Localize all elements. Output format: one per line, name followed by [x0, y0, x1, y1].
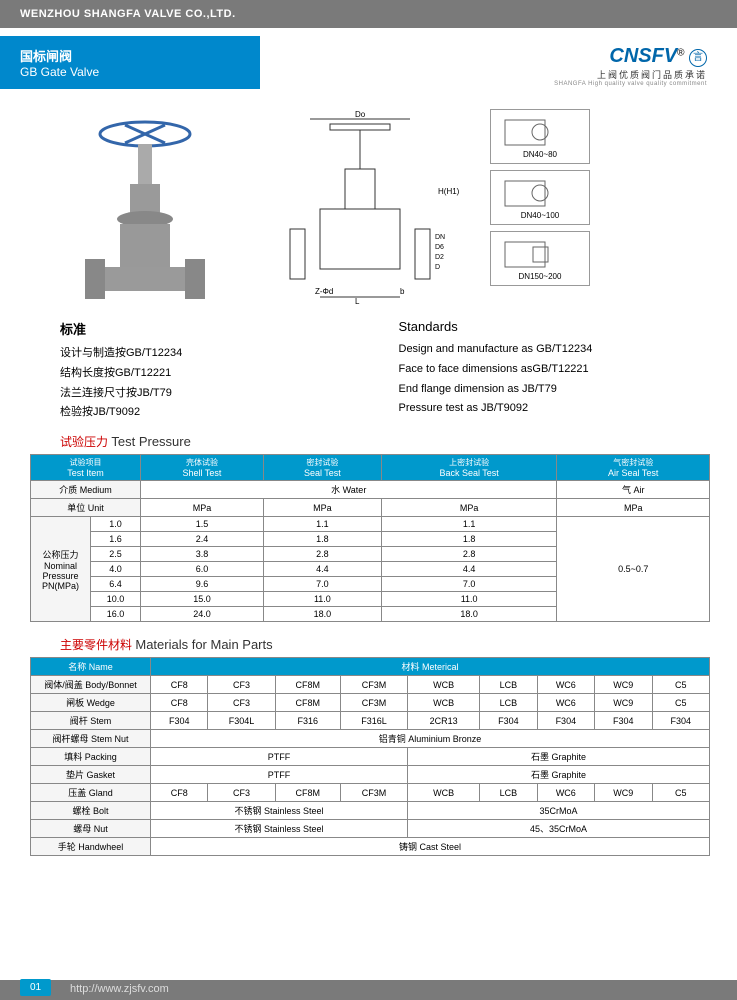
- standards-cn: 标准 设计与制造按GB/T12234 结构长度按GB/T12221 法兰连接尺寸…: [60, 319, 339, 423]
- svg-text:D: D: [435, 264, 440, 271]
- svg-text:Do: Do: [355, 110, 366, 119]
- std-en-line: Face to face dimensions asGB/T12221: [399, 360, 678, 380]
- logo-tagline-en: SHANGFA High quality valve quality commi…: [554, 81, 707, 87]
- test-pressure-title: 试验压力 Test Pressure: [60, 433, 677, 450]
- detail-drawing-2: DN40~100: [490, 170, 590, 225]
- product-photo: [60, 109, 230, 309]
- logo-reg: ®: [677, 48, 684, 59]
- svg-text:b: b: [400, 287, 405, 296]
- svg-text:DN: DN: [435, 234, 445, 241]
- std-en-line: Pressure test as JB/T9092: [399, 399, 678, 419]
- logo-area: CNSFV® 言 上阀优质阀门品质承诺 SHANGFA High quality…: [554, 45, 707, 87]
- company-name: WENZHOU SHANGFA VALVE CO.,LTD.: [20, 8, 236, 20]
- detail-drawings: DN40~80 DN40~100 DN150~200: [490, 109, 590, 292]
- page-number: 01: [20, 979, 51, 996]
- standards-en: Standards Design and manufacture as GB/T…: [399, 319, 678, 423]
- standards-en-title: Standards: [399, 319, 678, 334]
- product-area: Do H(H1) DN D6 D2 D Z-Φd L b DN40~80 DN4…: [60, 109, 707, 309]
- std-cn-line: 设计与制造按GB/T12234: [60, 344, 339, 364]
- std-cn-line: 结构长度按GB/T12221: [60, 364, 339, 384]
- svg-text:Z-Φd: Z-Φd: [315, 287, 333, 296]
- logo-brand: CNSFV: [609, 45, 677, 67]
- logo-tagline-cn: 上阀优质阀门品质承诺: [554, 68, 707, 81]
- svg-text:L: L: [355, 297, 360, 306]
- technical-drawing: Do H(H1) DN D6 D2 D Z-Φd L b: [260, 109, 460, 309]
- std-cn-line: 检验按JB/T9092: [60, 403, 339, 423]
- footer-url: http://www.zjsfv.com: [70, 983, 169, 995]
- standards-area: 标准 设计与制造按GB/T12234 结构长度按GB/T12221 法兰连接尺寸…: [60, 319, 677, 423]
- std-en-line: Design and manufacture as GB/T12234: [399, 340, 678, 360]
- title-en: GB Gate Valve: [20, 65, 240, 79]
- materials-title: 主要零件材料 Materials for Main Parts: [60, 636, 677, 653]
- title-bar: 国标闸阀 GB Gate Valve: [0, 36, 260, 89]
- detail-drawing-3: DN150~200: [490, 231, 590, 286]
- svg-text:D2: D2: [435, 254, 444, 261]
- svg-text:H(H1): H(H1): [438, 187, 460, 196]
- detail-drawing-1: DN40~80: [490, 109, 590, 164]
- std-en-line: End flange dimension as JB/T79: [399, 380, 678, 400]
- standards-cn-title: 标准: [60, 319, 339, 338]
- test-pressure-table: 试验项目Test Item壳体试验Shell Test密封试验Seal Test…: [30, 454, 710, 622]
- materials-table: 名称 Name材料 Meterical阀体/阀盖 Body/BonnetCF8C…: [30, 657, 710, 856]
- header-bar: WENZHOU SHANGFA VALVE CO.,LTD.: [0, 0, 737, 28]
- logo-icon: 言: [689, 49, 707, 67]
- svg-text:D6: D6: [435, 244, 444, 251]
- std-cn-line: 法兰连接尺寸按JB/T79: [60, 384, 339, 404]
- title-cn: 国标闸阀: [20, 46, 240, 65]
